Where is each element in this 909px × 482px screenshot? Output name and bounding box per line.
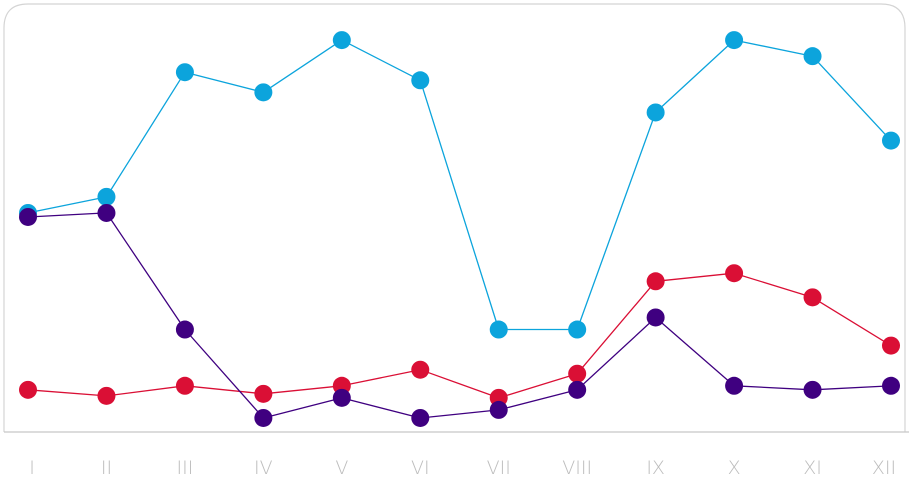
chart-frame <box>3 3 906 432</box>
series-1-point-11 <box>803 47 822 66</box>
x-tick-label-6: VI <box>411 457 430 479</box>
series-2-line <box>27 272 892 399</box>
series-1-point-4 <box>254 83 273 102</box>
series-2-point-2 <box>97 386 116 405</box>
x-tick-label-5: V <box>335 457 348 479</box>
series-1-point-3 <box>175 63 194 82</box>
series-3-point-8 <box>568 380 587 399</box>
series-2-point-9 <box>646 272 665 291</box>
x-tick-label-8: VIII <box>562 457 592 479</box>
x-tick-label-10: X <box>728 457 741 479</box>
series-2-point-6 <box>411 360 430 379</box>
x-tick-label-9: IX <box>646 457 665 479</box>
x-tick-label-7: VII <box>487 457 511 479</box>
series-1-line <box>27 39 892 331</box>
series-2-point-12 <box>882 336 900 355</box>
series-3-point-4 <box>254 408 273 427</box>
series-3-line <box>27 212 892 419</box>
x-tick-label-1: I <box>29 457 35 479</box>
series-3-point-11 <box>803 380 822 399</box>
series-1-point-9 <box>646 103 665 122</box>
x-tick-label-2: II <box>101 457 112 479</box>
series-2-point-8 <box>568 364 587 383</box>
series-1-point-12 <box>882 131 900 150</box>
series-1-point-2 <box>97 187 116 206</box>
series-2-point-1 <box>19 380 37 399</box>
x-tick-label-4: IV <box>254 457 273 479</box>
series-3-point-6 <box>411 408 430 427</box>
series-3-point-1 <box>19 207 37 226</box>
x-tick-label-11: XI <box>803 457 822 479</box>
series-2-point-10 <box>725 264 744 283</box>
series-3-point-7 <box>489 400 508 419</box>
series-3-point-9 <box>646 308 665 327</box>
series-1-point-7 <box>489 320 508 339</box>
series-1-point-10 <box>725 31 744 50</box>
series-1-point-5 <box>332 31 351 50</box>
series-3-point-2 <box>97 203 116 222</box>
series-3-point-12 <box>882 376 900 395</box>
series-2-point-4 <box>254 384 273 403</box>
series-1-point-8 <box>568 320 587 339</box>
series-3-point-10 <box>725 376 744 395</box>
series-2-point-11 <box>803 288 822 307</box>
x-tick-label-3: III <box>177 457 194 479</box>
series-2-point-3 <box>175 376 194 395</box>
series-3-point-3 <box>175 320 194 339</box>
series-1-point-6 <box>411 71 430 90</box>
series-3-point-5 <box>332 388 351 407</box>
x-tick-label-12: XII <box>872 457 896 479</box>
